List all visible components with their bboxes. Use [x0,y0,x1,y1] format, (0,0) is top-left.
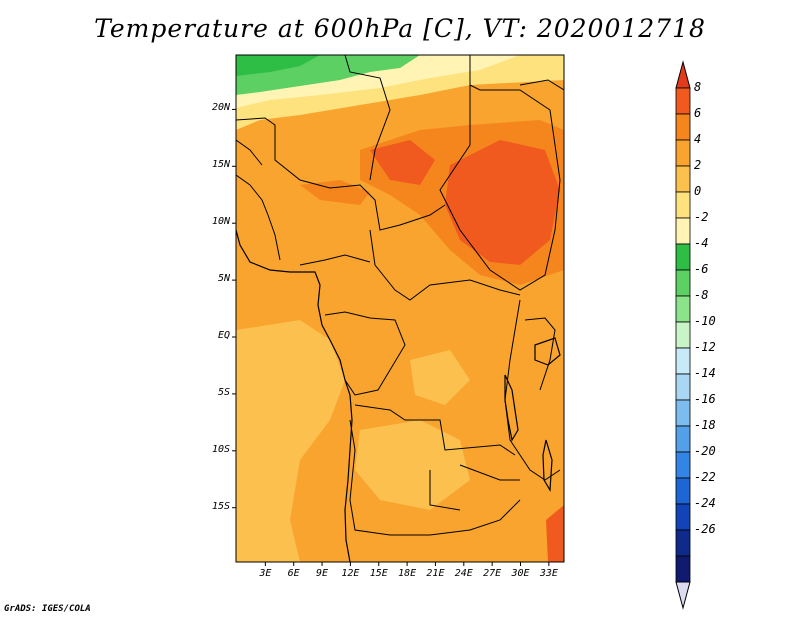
grads-credit: GrADS: IGES/COLA [4,604,91,614]
lat-tick-label: 10S [211,443,230,455]
lon-tick-label: 18E [398,568,417,579]
colorbar-label: 2 [694,158,702,172]
lon-tick-label: 3E [259,568,272,579]
lake-tanganyika [504,374,519,442]
colorbar-segment [675,503,691,531]
colorbar-segment [675,243,691,271]
colorbar-segment [675,529,691,557]
colorbar-segment [675,373,691,401]
colorbar-bottom-arrow [675,581,691,610]
colorbar-segment [675,399,691,427]
lake-victoria [534,337,561,366]
lat-tick-label: 10N [211,216,230,228]
lon-tick-label: 33E [539,568,558,579]
field-hot-east [445,140,560,265]
colorbar-label: 8 [694,80,702,94]
colorbar-top-arrow [675,60,691,89]
colorbar-label: -10 [694,314,716,328]
plot-frame [235,54,565,563]
lon-tick-label: 6E [287,568,300,579]
field-light-south [355,420,470,510]
colorbar-segment [675,451,691,479]
latitude-ticks [232,108,236,509]
lon-tick-label: 21E [426,568,445,579]
colorbar-segment [675,321,691,349]
colorbar-label: 0 [694,184,702,198]
lat-tick-label: 15S [211,500,230,512]
colorbar-label: -16 [694,392,716,406]
lat-tick-label: 15N [211,159,230,171]
lat-tick-label: 5S [217,386,230,398]
lat-tick-label: 20N [211,102,230,114]
colorbar-label: -4 [694,236,709,250]
colorbar [675,60,691,610]
colorbar-segment [675,217,691,245]
lon-tick-label: 24E [454,568,473,579]
colorbar-label: -14 [694,366,716,380]
lat-tick-label: EQ [217,330,230,341]
colorbar-segment [675,87,691,115]
colorbar-segment [675,555,691,583]
lat-tick-label: 5N [217,273,230,285]
colorbar-label: -2 [694,210,709,224]
colorbar-label: -12 [694,340,716,354]
field-light-west [236,320,345,562]
field-darkgreen-north [236,55,320,76]
chart-title: Temperature at 600hPa [C], VT: 202001271… [94,14,706,43]
colorbar-segment [675,269,691,297]
colorbar-segment [675,347,691,375]
field-light-central [410,350,470,405]
lon-tick-label: 15E [369,568,388,579]
lake-malawi [542,439,553,492]
temperature-field [236,55,564,562]
country-borders [236,55,564,536]
colorbar-label: 4 [694,132,702,146]
colorbar-label: -20 [694,444,716,458]
colorbar-label: -22 [694,470,716,484]
colorbar-segment [675,165,691,193]
colorbar-segment [675,425,691,453]
lon-tick-label: 12E [341,568,360,579]
coastline-west [236,229,353,562]
colorbar-label: -26 [694,522,716,536]
colorbar-segment [675,191,691,219]
colorbar-segment [675,139,691,167]
colorbar-label: -6 [694,262,709,276]
field-hot-center [370,140,435,185]
longitude-ticks [264,562,550,566]
colorbar-label: -24 [694,496,716,510]
colorbar-label: 6 [694,106,702,120]
lon-tick-label: 27E [483,568,502,579]
lon-tick-label: 30E [511,568,530,579]
colorbar-segment [675,477,691,505]
colorbar-label: -18 [694,418,716,432]
colorbar-segment [675,113,691,141]
colorbar-segment [675,295,691,323]
lon-tick-label: 9E [316,568,329,579]
colorbar-label: -8 [694,288,709,302]
field-hot-southeast [546,505,564,562]
